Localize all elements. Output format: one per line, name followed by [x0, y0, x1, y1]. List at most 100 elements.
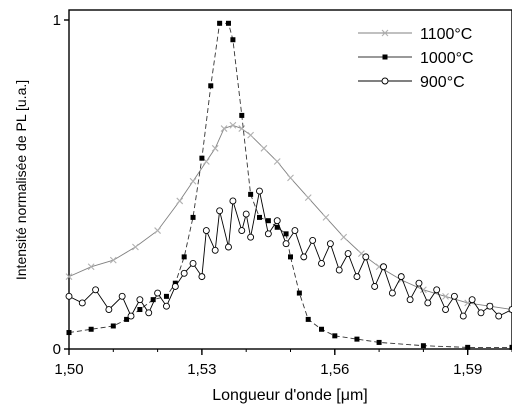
data-point	[65, 273, 73, 281]
data-point	[326, 240, 334, 248]
data-point	[424, 299, 432, 307]
data-point	[287, 174, 294, 182]
data-point	[450, 292, 458, 300]
data-point	[273, 217, 281, 225]
data-point	[442, 306, 449, 313]
data-point	[150, 297, 156, 303]
data-point	[109, 256, 117, 264]
data-point	[382, 54, 388, 60]
data-point	[163, 293, 169, 299]
data-point	[319, 326, 325, 332]
data-point	[353, 273, 361, 281]
data-point	[171, 283, 179, 290]
data-point	[136, 296, 144, 304]
data-point	[154, 227, 161, 234]
data-point	[362, 253, 370, 261]
data-point	[199, 155, 205, 161]
data-point	[247, 131, 255, 139]
data-point	[198, 273, 206, 281]
data-point	[247, 233, 255, 241]
data-point	[397, 273, 405, 281]
series-line	[68, 191, 512, 318]
data-point	[145, 309, 153, 317]
legend-item: 1100°C	[358, 26, 472, 43]
data-point	[433, 286, 441, 294]
data-point	[127, 312, 135, 320]
data-point	[260, 144, 268, 152]
data-point	[415, 279, 423, 287]
data-point	[137, 307, 143, 313]
x-tick-label: 1,50	[54, 361, 83, 378]
data-point	[300, 253, 308, 261]
data-point	[465, 344, 471, 350]
data-point	[238, 125, 246, 132]
data-point	[238, 227, 246, 235]
data-point	[216, 207, 224, 215]
data-point	[344, 250, 352, 258]
data-point	[87, 263, 95, 271]
data-point	[376, 339, 382, 345]
legend-label: 1100°C	[420, 26, 472, 43]
data-point	[420, 343, 426, 349]
series-layer	[65, 20, 512, 350]
data-point	[508, 306, 512, 313]
data-point	[282, 240, 290, 248]
data-point	[65, 292, 73, 300]
data-point	[309, 236, 317, 244]
data-point	[248, 191, 254, 197]
data-point	[229, 121, 237, 129]
data-point	[354, 336, 360, 342]
data-point	[181, 254, 187, 260]
data-point	[220, 125, 228, 132]
data-point	[225, 20, 231, 26]
data-point	[105, 306, 113, 313]
data-point	[256, 214, 262, 220]
data-point	[304, 194, 312, 202]
data-point	[381, 29, 389, 37]
data-point	[230, 37, 236, 43]
data-point	[332, 333, 338, 339]
y-axis-label: Intensité normalisée de PL [u.a.]	[13, 80, 29, 280]
data-point	[66, 330, 72, 336]
data-point	[381, 77, 389, 85]
data-point	[291, 227, 299, 235]
data-point	[468, 296, 476, 304]
y-tick-label: 1	[53, 12, 61, 29]
data-point	[283, 231, 289, 237]
series-circle	[65, 187, 512, 320]
data-point	[208, 83, 214, 89]
data-point	[211, 144, 219, 152]
series-x	[65, 121, 512, 313]
data-point	[273, 158, 281, 165]
data-point	[163, 302, 170, 310]
data-point	[92, 286, 100, 294]
data-point	[132, 243, 139, 251]
data-point	[486, 302, 494, 310]
data-point	[509, 344, 512, 350]
data-point	[495, 312, 503, 320]
data-point	[335, 266, 343, 274]
legend-label: 900°C	[420, 74, 465, 91]
data-point	[288, 254, 293, 260]
data-point	[442, 292, 449, 300]
data-point	[154, 289, 162, 297]
legend-label: 1000°C	[420, 50, 474, 67]
x-tick-label: 1,59	[453, 361, 482, 378]
x-tick-label: 1,53	[187, 361, 216, 378]
data-point	[189, 177, 197, 185]
data-point	[189, 260, 197, 267]
data-point	[322, 214, 330, 221]
data-point	[202, 227, 210, 235]
data-point	[340, 233, 348, 241]
data-point	[265, 218, 271, 224]
legend-item: 900°C	[358, 74, 465, 91]
data-point	[239, 112, 245, 118]
data-point	[380, 263, 387, 271]
data-point	[190, 214, 196, 220]
data-point	[176, 197, 184, 205]
data-point	[242, 210, 250, 218]
data-point	[180, 269, 188, 277]
series-line	[68, 22, 512, 348]
data-point	[225, 243, 232, 251]
